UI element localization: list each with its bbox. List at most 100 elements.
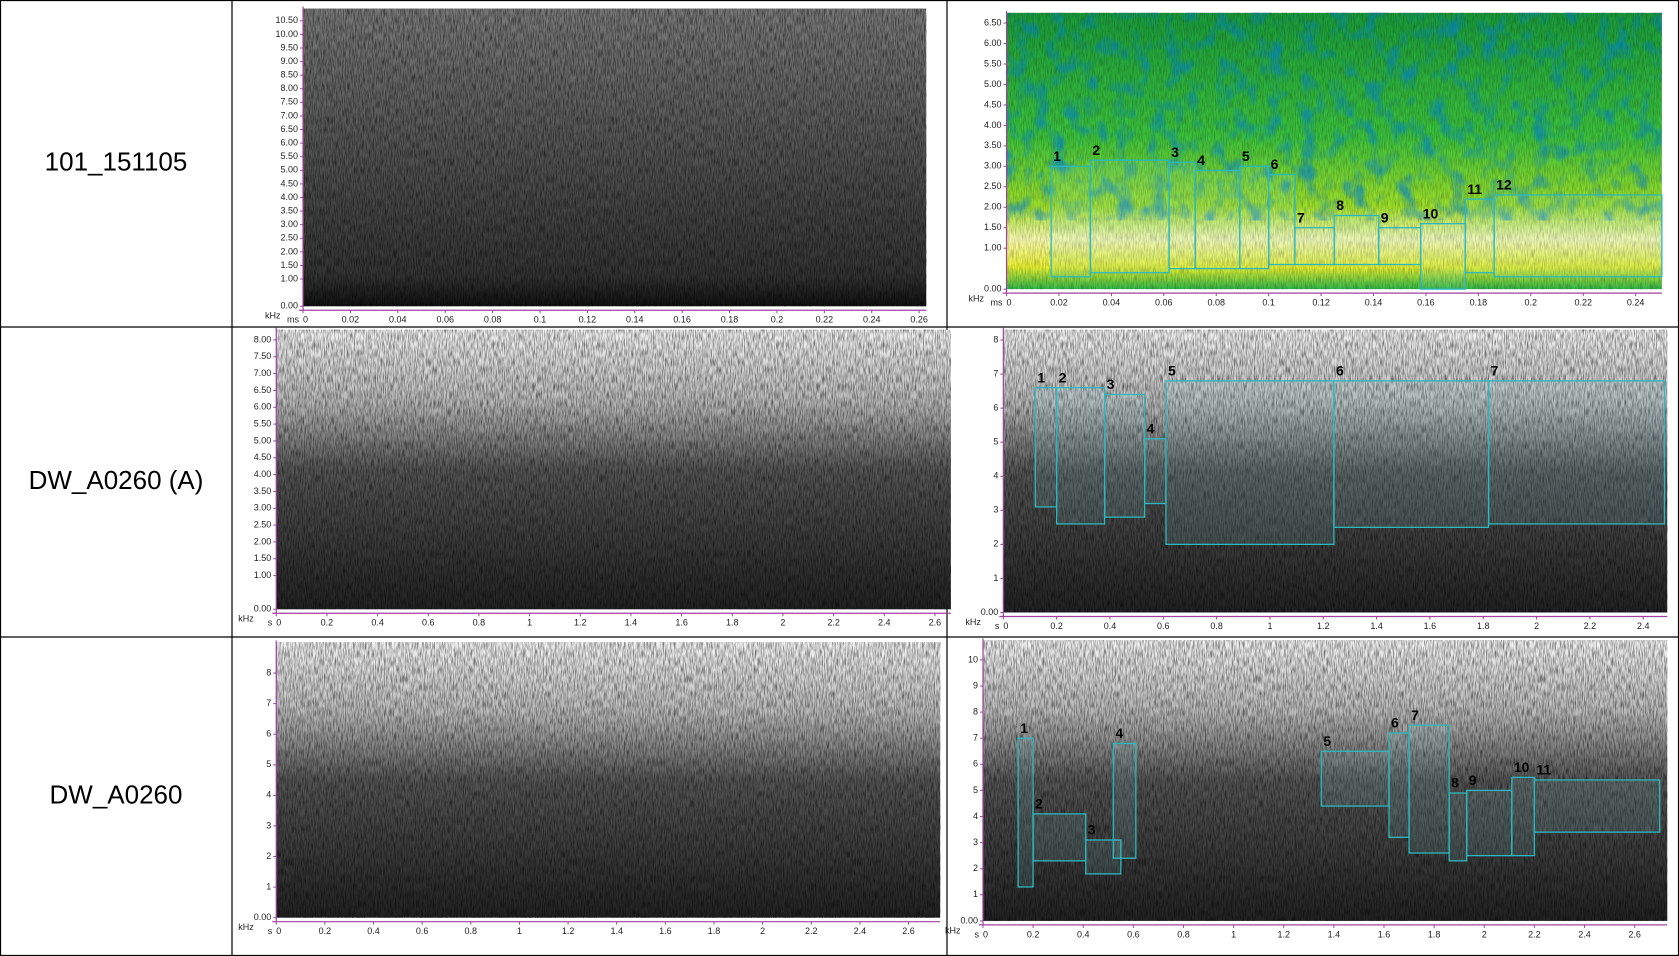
spectrogram-patches <box>1006 12 1662 221</box>
y-tick-label: 9.00 <box>281 56 299 66</box>
selection-box <box>1056 387 1106 525</box>
box-label: 9 <box>1381 209 1389 225</box>
y-tick-label: 6.00 <box>281 138 299 148</box>
x-tick-label: 0.02 <box>342 315 360 325</box>
x-tick-label: 1 <box>527 618 532 628</box>
y-tick-label: 3 <box>266 820 271 830</box>
x-tick-label: 0.6 <box>1127 929 1140 939</box>
y-tick-label: 4 <box>973 811 978 821</box>
y-tick-label: 6 <box>266 729 271 739</box>
y-tick-label: 4.50 <box>254 452 272 462</box>
y-tick-label: 4.00 <box>281 192 299 202</box>
y-tick-label: 8 <box>993 334 998 344</box>
x-tick-label: 1.2 <box>1277 929 1290 939</box>
selection-box <box>1050 165 1092 278</box>
y-tick-label: 1.50 <box>984 222 1002 232</box>
y-tick-label: 7.50 <box>281 97 299 107</box>
y-tick-label: 4.00 <box>254 469 272 479</box>
y-tick-label: 7 <box>266 698 271 708</box>
box-label: 3 <box>1171 144 1179 160</box>
y-tick-label: 7.00 <box>281 110 299 120</box>
selection-box <box>1378 227 1422 266</box>
box-label: 12 <box>1496 177 1512 193</box>
x-tick-label: 0.8 <box>1177 929 1190 939</box>
box-label: 8 <box>1451 775 1459 791</box>
x-tick-label: 1.6 <box>1424 621 1437 631</box>
x-unit: ms <box>287 315 299 325</box>
box-label: 5 <box>1168 363 1176 379</box>
spectrogram-noise <box>276 642 941 918</box>
box-label: 6 <box>1391 715 1399 731</box>
selection-box <box>1017 737 1034 888</box>
y-tick-label: 1.50 <box>254 553 272 563</box>
y-tick-label: 2.50 <box>254 519 272 529</box>
x-tick-label: 0.2 <box>321 618 334 628</box>
y-tick-label: 8.00 <box>281 83 299 93</box>
y-tick-label: 3.00 <box>984 161 1002 171</box>
y-tick-label: 10.00 <box>276 29 299 39</box>
x-tick-label: 0.14 <box>626 315 644 325</box>
y-tick-label: 2.00 <box>984 202 1002 212</box>
selection-box <box>1420 222 1466 290</box>
x-tick-label: 0.02 <box>1050 297 1068 307</box>
x-tick-label: 2 <box>1482 929 1487 939</box>
x-tick-label: 0.08 <box>484 315 502 325</box>
selection-box <box>1194 169 1241 270</box>
y-tick-label: 10 <box>968 654 978 664</box>
selection-box <box>1143 438 1167 505</box>
row-label: DW_A0260 (A) <box>29 465 204 495</box>
selection-box <box>1466 789 1513 857</box>
y-tick-label: 7.00 <box>254 368 272 378</box>
y-tick-label: 4.00 <box>984 120 1002 130</box>
y-tick-label: 8.00 <box>254 334 272 344</box>
x-tick-label: 1.4 <box>1328 929 1341 939</box>
x-tick-label: 0.04 <box>1103 297 1121 307</box>
selection-box <box>1165 380 1335 546</box>
x-tick-label: 1.8 <box>726 618 739 628</box>
x-tick-label: 0.22 <box>816 315 834 325</box>
y-tick-label: 5.50 <box>254 418 272 428</box>
x-tick-label: 0.16 <box>673 315 691 325</box>
selection-box <box>1493 194 1663 278</box>
y-unit: kHz <box>969 293 985 303</box>
box-label: 3 <box>1107 376 1115 392</box>
y-tick-label: 8 <box>266 667 271 677</box>
x-unit: s <box>995 621 1000 631</box>
x-tick-label: 0 <box>983 929 988 939</box>
box-label: 9 <box>1469 772 1477 788</box>
x-tick-label: 2.4 <box>878 618 891 628</box>
y-tick-label: 0.00 <box>254 604 272 614</box>
box-label: 7 <box>1297 209 1305 225</box>
y-tick-label: 5.50 <box>984 58 1002 68</box>
y-tick-label: 3.50 <box>984 140 1002 150</box>
y-tick-label: 6.50 <box>984 17 1002 27</box>
y-tick-label: 0.00 <box>981 607 999 617</box>
selection-box <box>1533 779 1661 833</box>
x-tick-label: 0.22 <box>1574 297 1592 307</box>
x-unit: s <box>974 929 979 939</box>
x-unit: ms <box>991 297 1003 307</box>
x-tick-label: 0.2 <box>319 926 332 936</box>
x-tick-label: 2.6 <box>1628 929 1641 939</box>
x-tick-label: 1 <box>1267 621 1272 631</box>
x-tick-label: 1.4 <box>610 926 623 936</box>
x-tick-label: 0 <box>303 315 308 325</box>
x-tick-label: 0 <box>1007 297 1012 307</box>
selection-box <box>1034 387 1058 508</box>
y-tick-label: 8 <box>973 706 978 716</box>
box-label: 6 <box>1336 363 1344 379</box>
x-tick-label: 0.08 <box>1207 297 1225 307</box>
y-unit: kHz <box>238 614 254 624</box>
y-tick-label: 2.50 <box>281 233 299 243</box>
box-label: 4 <box>1115 725 1123 741</box>
y-tick-label: 6.00 <box>254 402 272 412</box>
selection-box <box>1103 393 1146 518</box>
y-unit: kHz <box>265 311 281 321</box>
box-label: 11 <box>1467 181 1482 197</box>
x-tick-label: 1.6 <box>1378 929 1391 939</box>
box-label: 8 <box>1336 197 1344 213</box>
y-tick-label: 5.00 <box>984 79 1002 89</box>
x-tick-label: 2.2 <box>1528 929 1541 939</box>
